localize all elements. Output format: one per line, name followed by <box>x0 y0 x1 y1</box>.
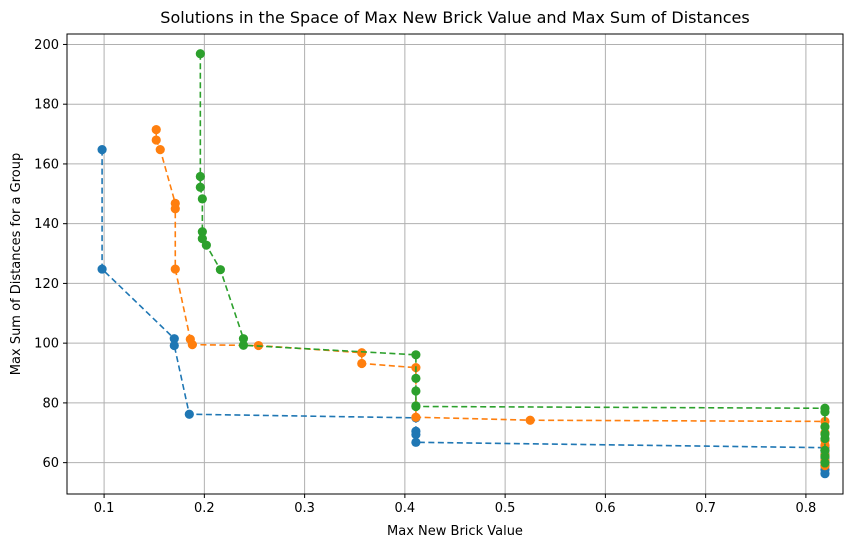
data-point <box>169 334 179 344</box>
data-point <box>201 240 211 250</box>
data-point <box>525 415 535 425</box>
data-point <box>170 264 180 274</box>
series-line <box>199 53 826 463</box>
data-point <box>238 340 249 350</box>
data-point <box>195 49 205 59</box>
data-point <box>187 340 197 350</box>
data-point <box>97 264 107 274</box>
data-point <box>151 124 161 135</box>
x-axis-label: Max New Brick Value <box>387 524 523 539</box>
data-point <box>195 171 205 182</box>
plot-frame <box>66 33 844 495</box>
x-tick-label: 0.7 <box>695 501 716 516</box>
data-point <box>820 469 830 479</box>
data-point <box>411 412 421 422</box>
y-tick-label: 120 <box>34 277 59 292</box>
x-tick-label: 0.2 <box>194 501 215 516</box>
x-tick-label: 0.8 <box>796 501 817 516</box>
data-point <box>170 204 180 214</box>
data-point <box>357 358 367 369</box>
data-point <box>357 348 367 358</box>
data-point <box>820 433 830 444</box>
y-tick-label: 60 <box>42 456 59 471</box>
series-3 <box>195 49 830 468</box>
y-tick-label: 200 <box>34 38 59 53</box>
data-point <box>820 458 830 468</box>
y-tick-label: 100 <box>34 337 59 352</box>
x-tick-label: 0.5 <box>495 501 516 516</box>
y-tick-label: 80 <box>42 396 59 411</box>
y-tick-label: 160 <box>34 157 59 172</box>
plot-series <box>97 49 830 479</box>
data-point <box>820 407 830 417</box>
y-tick-label: 180 <box>34 98 59 113</box>
series-2 <box>151 124 830 471</box>
data-point <box>820 422 830 432</box>
data-point <box>411 401 421 412</box>
chart-title: Solutions in the Space of Max New Brick … <box>160 8 749 27</box>
data-point <box>411 373 421 384</box>
x-tick-label: 0.3 <box>294 501 315 516</box>
data-point <box>238 334 249 344</box>
y-tick-label: 140 <box>34 217 59 232</box>
data-point <box>197 194 207 204</box>
data-point <box>97 144 107 155</box>
series-line <box>101 149 826 474</box>
axis-ticks: 0.1 0.2 0.3 0.4 0.5 0.6 0.7 0.8 60 80 100 120 140 160… <box>34 38 816 516</box>
data-point <box>169 340 179 351</box>
data-point <box>411 386 421 396</box>
data-point <box>411 437 421 447</box>
data-point <box>195 182 205 192</box>
data-point <box>411 350 421 360</box>
y-axis-label: Max Sum of Distances for a Group <box>9 153 24 375</box>
series-1 <box>97 144 830 479</box>
data-point <box>151 135 161 145</box>
data-point <box>820 451 830 461</box>
data-point <box>197 227 207 237</box>
x-tick-label: 0.6 <box>595 501 616 516</box>
data-point <box>197 234 207 244</box>
data-point <box>184 409 194 419</box>
grid <box>67 34 843 494</box>
data-point <box>215 265 225 275</box>
x-tick-label: 0.1 <box>94 501 115 516</box>
data-point <box>155 144 165 155</box>
data-point <box>411 429 421 440</box>
x-tick-label: 0.4 <box>395 501 416 516</box>
